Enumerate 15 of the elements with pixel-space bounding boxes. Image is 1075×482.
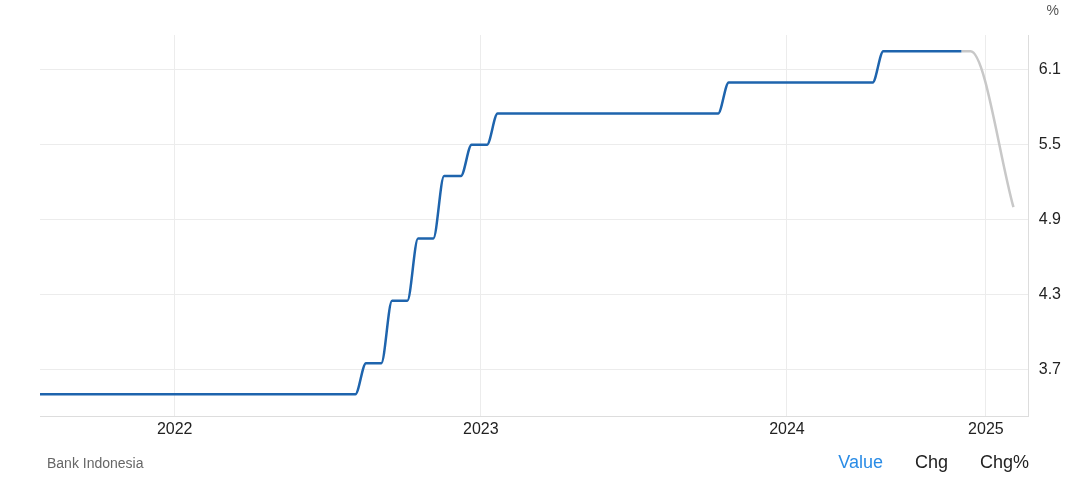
- text: Bank Indonesia: [47, 455, 144, 471]
- x-tick-label: 2023: [463, 419, 499, 437]
- y-tick-label: 3.7: [1038, 359, 1062, 377]
- text: Value: [838, 452, 883, 473]
- x-tick-label: 2024: [769, 419, 805, 437]
- text: Chg%: [979, 452, 1029, 473]
- y-tick-label: 6.1: [1038, 60, 1062, 78]
- y-tick-label: 4.9: [1038, 210, 1062, 228]
- x-tick-label: 2022: [156, 419, 193, 437]
- text: Chg: [914, 452, 948, 473]
- y-axis-title: %: [1046, 2, 1059, 18]
- y-tick-label: 5.5: [1038, 135, 1062, 153]
- y-tick-label: 4.3: [1038, 284, 1062, 302]
- x-tick-label: 2025: [968, 419, 1004, 437]
- line-series: [40, 49, 963, 396]
